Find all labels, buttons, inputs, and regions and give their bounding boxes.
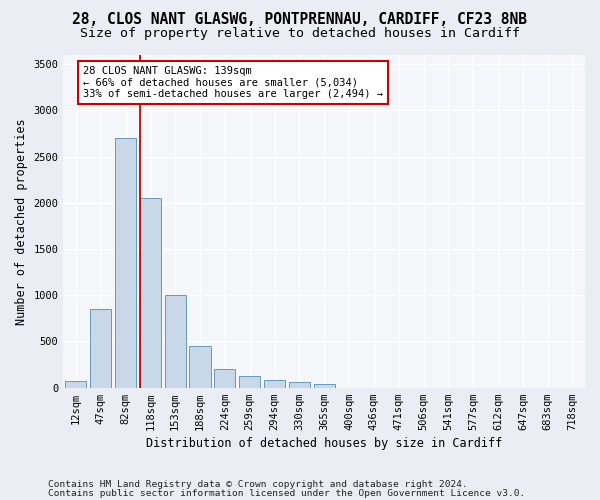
Bar bbox=[90, 309, 111, 388]
Y-axis label: Number of detached properties: Number of detached properties bbox=[15, 118, 28, 324]
Text: Contains public sector information licensed under the Open Government Licence v3: Contains public sector information licen… bbox=[48, 488, 525, 498]
Bar bbox=[314, 384, 335, 388]
Bar bbox=[65, 381, 86, 388]
Bar bbox=[190, 346, 211, 388]
Bar bbox=[164, 296, 186, 388]
Bar bbox=[115, 138, 136, 388]
Bar bbox=[214, 369, 235, 388]
Text: 28 CLOS NANT GLASWG: 139sqm
← 66% of detached houses are smaller (5,034)
33% of : 28 CLOS NANT GLASWG: 139sqm ← 66% of det… bbox=[83, 66, 383, 100]
Bar bbox=[140, 198, 161, 388]
Bar bbox=[239, 376, 260, 388]
Bar bbox=[289, 382, 310, 388]
Text: 28, CLOS NANT GLASWG, PONTPRENNAU, CARDIFF, CF23 8NB: 28, CLOS NANT GLASWG, PONTPRENNAU, CARDI… bbox=[73, 12, 527, 28]
X-axis label: Distribution of detached houses by size in Cardiff: Distribution of detached houses by size … bbox=[146, 437, 502, 450]
Text: Contains HM Land Registry data © Crown copyright and database right 2024.: Contains HM Land Registry data © Crown c… bbox=[48, 480, 468, 489]
Bar bbox=[264, 380, 285, 388]
Text: Size of property relative to detached houses in Cardiff: Size of property relative to detached ho… bbox=[80, 28, 520, 40]
